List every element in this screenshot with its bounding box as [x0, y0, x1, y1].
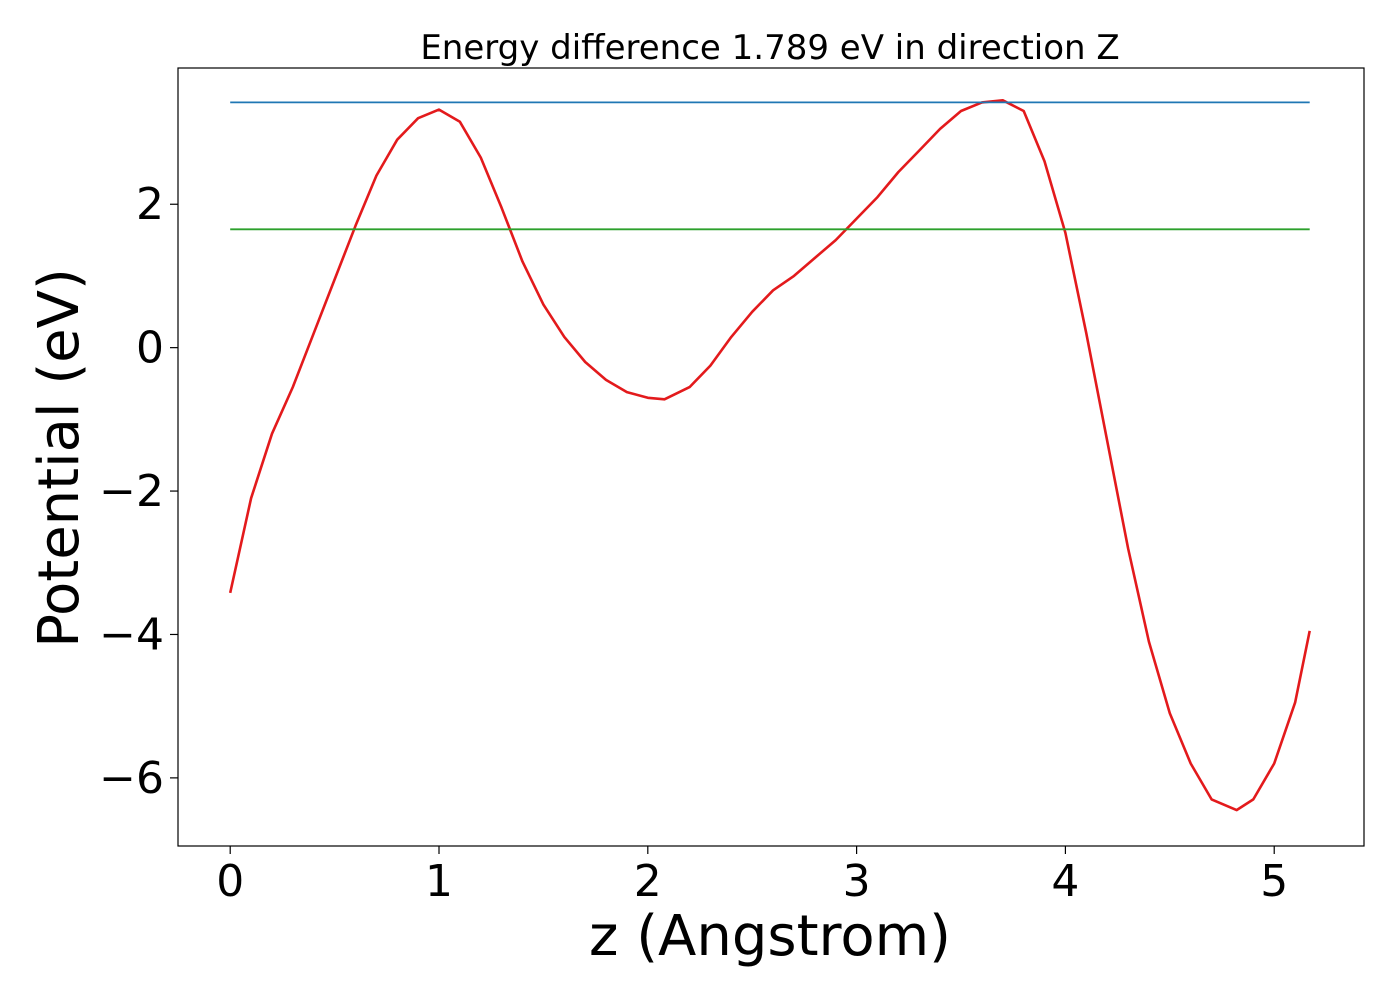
x-axis: 0 1 2 3 4 5 [216, 846, 1288, 907]
potential-line [228, 99, 1311, 812]
x-axis-title: z (Angstrom) [589, 904, 951, 969]
plot-frame [177, 67, 1365, 847]
x-tick-label: 1 [425, 856, 453, 907]
x-tick-label: 5 [1260, 856, 1288, 907]
series-layer [228, 99, 1311, 812]
chart-title: Energy difference 1.789 eV in direction … [420, 28, 1119, 68]
y-axis: −6 −4 −2 0 2 [99, 179, 178, 804]
y-tick-label: 0 [136, 323, 164, 374]
y-axis-title: Potential (eV) [27, 268, 92, 648]
x-tick-label: 4 [1051, 856, 1079, 907]
y-tick-label: −6 [99, 753, 164, 804]
y-tick-label: 2 [136, 179, 164, 230]
y-tick-label: −2 [99, 466, 164, 517]
y-tick-label: −4 [99, 609, 164, 660]
x-tick-label: 0 [216, 856, 244, 907]
x-tick-label: 3 [843, 856, 871, 907]
x-tick-label: 2 [634, 856, 662, 907]
